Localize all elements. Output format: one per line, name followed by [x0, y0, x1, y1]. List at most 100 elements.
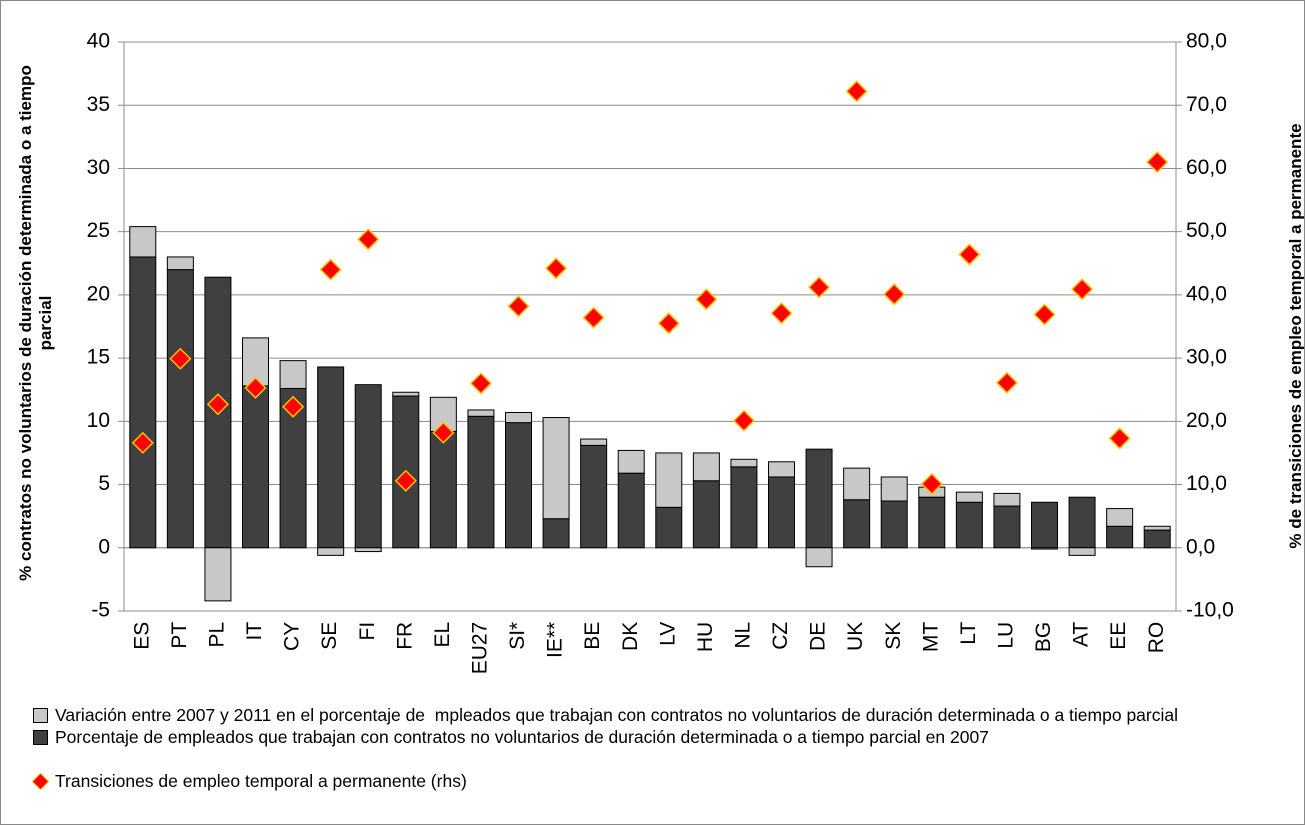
bar — [580, 438, 608, 446]
bar — [129, 226, 157, 258]
legend-entry: Porcentaje de empleados que trabajan con… — [31, 726, 1301, 748]
bar — [805, 547, 833, 568]
marker — [845, 80, 868, 103]
marker — [432, 421, 455, 444]
y-tick-label: 40 — [87, 30, 110, 53]
y2-tick-label: 0,0 — [1186, 535, 1215, 558]
y2-tick-label: 70,0 — [1186, 93, 1227, 116]
bar — [918, 496, 946, 549]
y-tick-label: 30 — [87, 156, 110, 179]
bar — [692, 480, 720, 549]
bar — [1068, 547, 1096, 556]
y2-tick-label: 60,0 — [1186, 156, 1227, 179]
x-tick-label: LT — [957, 622, 980, 645]
legend-label: Variación entre 2007 y 2011 en el porcen… — [55, 705, 1178, 725]
legend-swatch — [33, 730, 48, 745]
bar — [505, 411, 532, 424]
bar — [955, 501, 983, 549]
x-tick-label: LV — [656, 622, 679, 646]
x-tick-label: PT — [168, 622, 191, 649]
marker — [958, 243, 981, 266]
bar — [354, 547, 382, 553]
marker — [770, 302, 793, 325]
x-tick-label: CY — [281, 622, 304, 651]
bar — [505, 422, 532, 549]
bar — [805, 448, 833, 549]
legend-entry: Transiciones de empleo temporal a perman… — [31, 770, 1301, 792]
bar — [129, 256, 157, 549]
marker — [808, 276, 831, 299]
bar — [392, 391, 420, 397]
y-tick-label: 0 — [98, 535, 110, 558]
y2-tick-label: 50,0 — [1186, 219, 1227, 242]
x-tick-label: IE** — [544, 622, 567, 658]
marker — [394, 469, 417, 492]
bar — [317, 366, 345, 549]
y-tick-label: 20 — [87, 282, 110, 305]
bar — [542, 417, 570, 520]
marker — [920, 472, 943, 495]
x-tick-label: SK — [882, 622, 905, 650]
y-tick-label: 5 — [98, 472, 110, 495]
legend: Variación entre 2007 y 2011 en el porcen… — [31, 704, 1301, 792]
x-tick-label: CZ — [769, 622, 792, 650]
bar — [655, 452, 683, 508]
marker — [244, 376, 267, 399]
legend-swatch — [32, 773, 49, 790]
bar — [429, 430, 457, 549]
bar — [993, 492, 1021, 507]
legend-entry: Variación entre 2007 y 2011 en el porcen… — [31, 704, 1301, 726]
bar — [354, 384, 382, 549]
marker — [1108, 427, 1131, 450]
x-tick-label: ES — [130, 622, 153, 650]
bar — [655, 506, 683, 549]
x-tick-label: EL — [431, 622, 454, 648]
marker — [206, 393, 229, 416]
bar — [1106, 525, 1134, 549]
marker — [732, 409, 755, 432]
x-tick-label: BE — [581, 622, 604, 650]
marker — [545, 257, 568, 280]
bar — [730, 458, 758, 468]
bar — [1143, 525, 1171, 531]
x-tick-label: UK — [844, 622, 867, 651]
y2-tick-label: 40,0 — [1186, 282, 1227, 305]
y-axis-label: % contratos no voluntarios de duración d… — [16, 65, 55, 581]
bar — [542, 518, 570, 549]
x-tick-label: SI* — [506, 622, 529, 650]
y-tick-label: -5 — [91, 599, 110, 622]
bar — [204, 547, 232, 602]
bar — [617, 472, 645, 549]
marker — [319, 258, 342, 281]
marker — [507, 295, 530, 318]
bar — [880, 476, 908, 502]
bar — [768, 461, 795, 478]
bar — [242, 385, 269, 549]
x-tick-label: AT — [1070, 622, 1093, 647]
x-tick-label: FI — [356, 622, 379, 641]
x-tick-label: IT — [243, 622, 266, 641]
marker — [1033, 303, 1056, 326]
bar — [730, 466, 758, 549]
y2-axis-label: % de transiciones de empleo temporal a p… — [1286, 123, 1305, 549]
bar — [843, 467, 871, 501]
bar — [768, 476, 795, 549]
marker — [169, 347, 192, 370]
bar — [1143, 529, 1171, 549]
x-tick-label: LU — [994, 622, 1017, 649]
marker — [131, 431, 154, 454]
bar — [467, 409, 495, 417]
bar — [843, 499, 871, 549]
x-tick-label: NL — [731, 622, 754, 649]
y-tick-label: 25 — [87, 219, 110, 242]
marker — [657, 312, 680, 335]
x-tick-label: DE — [807, 622, 830, 651]
plot: -5 0 5 10 15 20 25 30 35 40 -10,0 0,0 10,0 20,0 30,0 40… — [87, 30, 1234, 675]
marker — [695, 288, 718, 311]
legend-label: Transiciones de empleo temporal a perman… — [55, 771, 467, 791]
bar — [1031, 547, 1058, 550]
x-tick-label: DK — [619, 622, 642, 651]
marker — [883, 283, 906, 306]
bar — [955, 491, 983, 503]
